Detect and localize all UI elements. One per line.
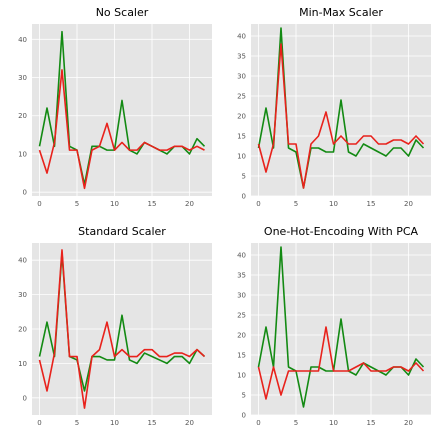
plot-area [32, 24, 212, 196]
y-tick-label: 30 [237, 73, 246, 81]
x-tick-label: 15 [148, 200, 157, 208]
x-tick-label: 15 [367, 200, 376, 208]
y-tick-label: 10 [18, 360, 27, 368]
y-tick-label: 0 [23, 189, 27, 197]
chart-title: One-Hot-Encoding With PCA [264, 225, 419, 238]
chart-title: Min-Max Scaler [299, 6, 383, 19]
y-tick-label: 15 [237, 352, 246, 360]
y-tick-label: 40 [18, 257, 27, 265]
y-tick-label: 40 [237, 252, 246, 260]
x-tick-label: 5 [294, 200, 298, 208]
x-tick-label: 0 [37, 200, 41, 208]
x-tick-label: 0 [256, 200, 260, 208]
y-tick-label: 5 [242, 173, 246, 181]
chart-one-hot-encoding-pca: One-Hot-Encoding With PCA 0 5 10 15 20 0 5 10 15 2… [237, 225, 431, 427]
y-tick-label: 20 [237, 113, 246, 121]
y-tick-label: 0 [242, 412, 246, 420]
y-tick-label: 30 [18, 291, 27, 299]
x-tick-label: 20 [404, 419, 413, 427]
subplot-min-max-scaler: Min-Max Scaler 0 5 10 15 20 0 5 10 15 20 25 30 35 40 [219, 0, 438, 219]
series-line-2 [257, 43, 425, 189]
y-tick-label: 25 [237, 93, 246, 101]
chart-min-max-scaler: Min-Max Scaler 0 5 10 15 20 0 5 10 15 20 25 30 35 40 [237, 6, 431, 208]
y-tick-label: 25 [237, 312, 246, 320]
chart-standard-scaler: Standard Scaler 0 5 10 15 20 0 10 20 30 40 [18, 225, 212, 427]
y-tick-label: 10 [18, 150, 27, 158]
series-line-2 [38, 69, 205, 190]
y-tick-label: 40 [237, 33, 246, 41]
y-tick-label: 35 [237, 53, 246, 61]
y-tick-label: 20 [18, 112, 27, 120]
subplot-standard-scaler: Standard Scaler 0 5 10 15 20 0 10 20 30 40 [0, 219, 219, 438]
x-tick-label: 10 [110, 200, 119, 208]
x-tick-label: 5 [75, 200, 79, 208]
x-tick-label: 20 [404, 200, 413, 208]
x-tick-label: 0 [256, 419, 260, 427]
y-tick-label: 10 [237, 372, 246, 380]
x-tick-label: 5 [75, 419, 79, 427]
y-tick-label: 10 [237, 153, 246, 161]
x-tick-label: 20 [185, 200, 194, 208]
plot-area [251, 24, 431, 196]
x-tick-label: 15 [148, 419, 157, 427]
y-tick-label: 0 [242, 193, 246, 201]
y-tick-label: 30 [237, 292, 246, 300]
x-tick-label: 0 [37, 419, 41, 427]
plot-area [251, 243, 431, 415]
chart-title: Standard Scaler [78, 225, 166, 238]
x-tick-label: 10 [329, 200, 338, 208]
x-tick-label: 10 [329, 419, 338, 427]
series-line-2 [257, 326, 425, 400]
y-tick-label: 40 [18, 36, 27, 44]
subplot-one-hot-encoding-pca: One-Hot-Encoding With PCA 0 5 10 15 20 0 5 10 15 2… [219, 219, 438, 438]
chart-title: No Scaler [96, 6, 149, 19]
y-tick-label: 20 [18, 326, 27, 334]
y-tick-label: 15 [237, 133, 246, 141]
y-tick-label: 30 [18, 74, 27, 82]
subplot-no-scaler: No Scaler 0 5 10 15 20 0 10 20 30 40 [0, 0, 219, 219]
y-tick-label: 20 [237, 332, 246, 340]
x-tick-label: 10 [110, 419, 119, 427]
series-line-2 [38, 249, 206, 409]
y-tick-label: 0 [23, 394, 27, 402]
y-tick-label: 5 [242, 392, 246, 400]
x-tick-label: 15 [367, 419, 376, 427]
chart-no-scaler: No Scaler 0 5 10 15 20 0 10 20 30 40 [18, 6, 212, 208]
y-tick-label: 35 [237, 272, 246, 280]
x-tick-label: 5 [294, 419, 298, 427]
x-tick-label: 20 [185, 419, 194, 427]
